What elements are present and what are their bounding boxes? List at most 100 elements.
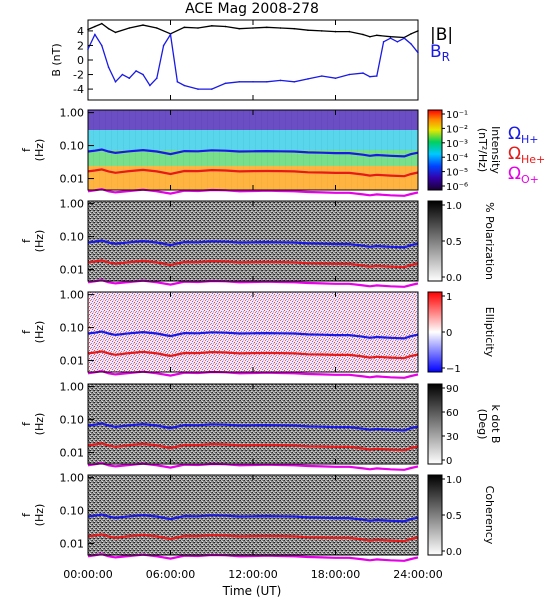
legend-omega-h: ΩH+ bbox=[508, 124, 539, 146]
y-axis-label: f(Hz) bbox=[20, 139, 46, 162]
y-tick-label: 0.01 bbox=[60, 173, 85, 186]
y-axis-label-line: f bbox=[20, 421, 33, 426]
data-point-b-r bbox=[321, 75, 323, 77]
colorbar-label-line: % Polarization bbox=[483, 202, 496, 280]
colorbar-tick-label: 0.5 bbox=[446, 511, 462, 522]
data-point-b-total bbox=[107, 27, 110, 30]
colorbar-tick-label: −1 bbox=[446, 364, 461, 375]
colorbar-label: Ellipticity bbox=[483, 307, 496, 358]
data-point-b-r bbox=[114, 81, 117, 83]
data-point-b-r bbox=[396, 41, 399, 43]
data-point-b-r bbox=[135, 70, 137, 72]
curve-omega-h bbox=[87, 422, 419, 432]
data-point-b-r bbox=[156, 77, 158, 79]
data-point-b-r bbox=[410, 43, 412, 45]
colorbar-tick-label: 10⁻² bbox=[446, 124, 468, 135]
colorbar-tick-label: 0 bbox=[446, 456, 452, 467]
panel-magnetic-field: 42 0 -2-4 B (nT) bbox=[50, 19, 419, 101]
panel-spectrogram-1: 1.00 0.10 0.01 f(Hz) 10⁻¹ 10⁻² 10⁻³ 10⁻⁴ 10⁻⁵ 10⁻… bbox=[20, 107, 502, 197]
data-point-b-total bbox=[410, 33, 412, 35]
legend-omega-he-main: Ω bbox=[508, 144, 521, 164]
panel-spectrogram-4: 1.00 0.10 0.01 f(Hz) 90 60 30 0 k dot B(Deg) bbox=[20, 381, 502, 471]
colorbar-tick-label: 60 bbox=[446, 408, 459, 419]
curve-omega-o bbox=[87, 369, 419, 379]
y-tick-label: 0.01 bbox=[60, 538, 85, 551]
colorbar-label-line: (nT²/Hz) bbox=[476, 128, 489, 172]
curve-omega-he bbox=[87, 533, 419, 543]
legend-b-r: BR bbox=[430, 42, 450, 64]
curve-omega-h bbox=[87, 239, 419, 249]
data-point-b-r bbox=[252, 81, 254, 83]
curve-omega-h bbox=[87, 148, 419, 158]
y-axis-label: f(Hz) bbox=[20, 321, 46, 344]
y-tick-label: 0.10 bbox=[60, 505, 85, 518]
curve-omega-o bbox=[87, 552, 419, 562]
data-point-b-r bbox=[382, 41, 385, 43]
x-axis-label: Time (UT) bbox=[222, 584, 282, 598]
data-point-b-r bbox=[334, 77, 337, 79]
y-tick-label: 0.10 bbox=[60, 414, 85, 427]
data-point-b-total bbox=[266, 26, 268, 29]
colorbar bbox=[427, 383, 443, 465]
x-tick-label: 18:00:00 bbox=[311, 568, 360, 581]
colorbar bbox=[427, 291, 443, 373]
data-point-b-r bbox=[266, 81, 268, 83]
data-point-b-r bbox=[94, 33, 96, 36]
y-tick-label: 0.01 bbox=[60, 355, 85, 368]
colorbar-tick-label: 1 bbox=[446, 292, 452, 303]
y-axis-label: f(Hz) bbox=[20, 413, 46, 436]
data-point-b-r bbox=[369, 75, 371, 78]
gyrofrequency-legend: ΩH+ ΩHe+ ΩO+ bbox=[508, 124, 545, 186]
x-tick-label: 00:00:00 bbox=[63, 568, 112, 581]
heatmap-band-mid bbox=[88, 130, 418, 150]
colorbar bbox=[427, 474, 443, 556]
x-tick-label: 12:00:00 bbox=[228, 568, 277, 581]
data-point-b-total bbox=[183, 26, 186, 29]
curve-omega-h bbox=[87, 330, 419, 340]
y-axis-label-line: f bbox=[20, 147, 33, 152]
series-line-b-r bbox=[87, 32, 419, 90]
data-point-b-r bbox=[162, 44, 165, 47]
data-point-b-r bbox=[238, 81, 241, 83]
colorbar bbox=[427, 200, 443, 282]
colorbar-label: Intensity(nT²/Hz) bbox=[476, 126, 502, 174]
panel-frame bbox=[87, 19, 419, 101]
y-axis-label-line: f bbox=[20, 329, 33, 334]
curve-omega-o bbox=[87, 461, 419, 471]
y-axis-label: f(Hz) bbox=[20, 504, 46, 527]
data-point-b-total bbox=[307, 29, 309, 32]
y-axis-label: f(Hz) bbox=[20, 230, 46, 253]
data-point-b-r bbox=[142, 73, 144, 76]
data-point-b-total bbox=[321, 30, 323, 32]
y-tick-label: 1.00 bbox=[60, 472, 85, 485]
y-axis-label-line: (Hz) bbox=[33, 230, 46, 253]
y-tick-label: -4 bbox=[73, 83, 84, 96]
y-axis-label-line: (Hz) bbox=[33, 139, 46, 162]
curve-omega-he bbox=[87, 442, 419, 452]
colorbar-label: % Polarization bbox=[483, 202, 496, 280]
data-point-b-r bbox=[176, 81, 179, 83]
y-axis-label-line: (Hz) bbox=[33, 504, 46, 527]
colorbar-tick-label: 10⁻¹ bbox=[446, 110, 468, 121]
colorbar bbox=[427, 109, 443, 191]
data-point-b-r bbox=[224, 82, 227, 85]
panel-spectrogram-2: 1.00 0.10 0.01 f(Hz) 1.0 0.5 0.0 % Polarization bbox=[20, 198, 496, 288]
legend-b-r-sub: R bbox=[442, 50, 450, 64]
data-point-b-total bbox=[224, 25, 227, 28]
data-point-b-r bbox=[121, 73, 124, 76]
data-point-b-r bbox=[87, 48, 89, 50]
data-point-b-r bbox=[403, 37, 406, 39]
colorbar-label-line: (Deg) bbox=[476, 409, 489, 440]
legend-omega-h-sub: H+ bbox=[521, 133, 539, 146]
y-tick-label: 0.10 bbox=[60, 231, 85, 244]
legend-b-total: |B| bbox=[430, 25, 453, 45]
y-tick-label: -2 bbox=[73, 69, 84, 82]
curve-omega-o bbox=[87, 187, 419, 197]
y-tick-label: 0.10 bbox=[60, 322, 85, 335]
y-axis-label-line: f bbox=[20, 512, 33, 517]
y-tick-label: 1.00 bbox=[60, 289, 85, 302]
data-point-b-r bbox=[417, 51, 419, 54]
colorbar-tick-label: 0 bbox=[446, 328, 452, 339]
colorbar-tick-label: 0.0 bbox=[446, 547, 462, 558]
data-point-b-r bbox=[149, 84, 151, 87]
